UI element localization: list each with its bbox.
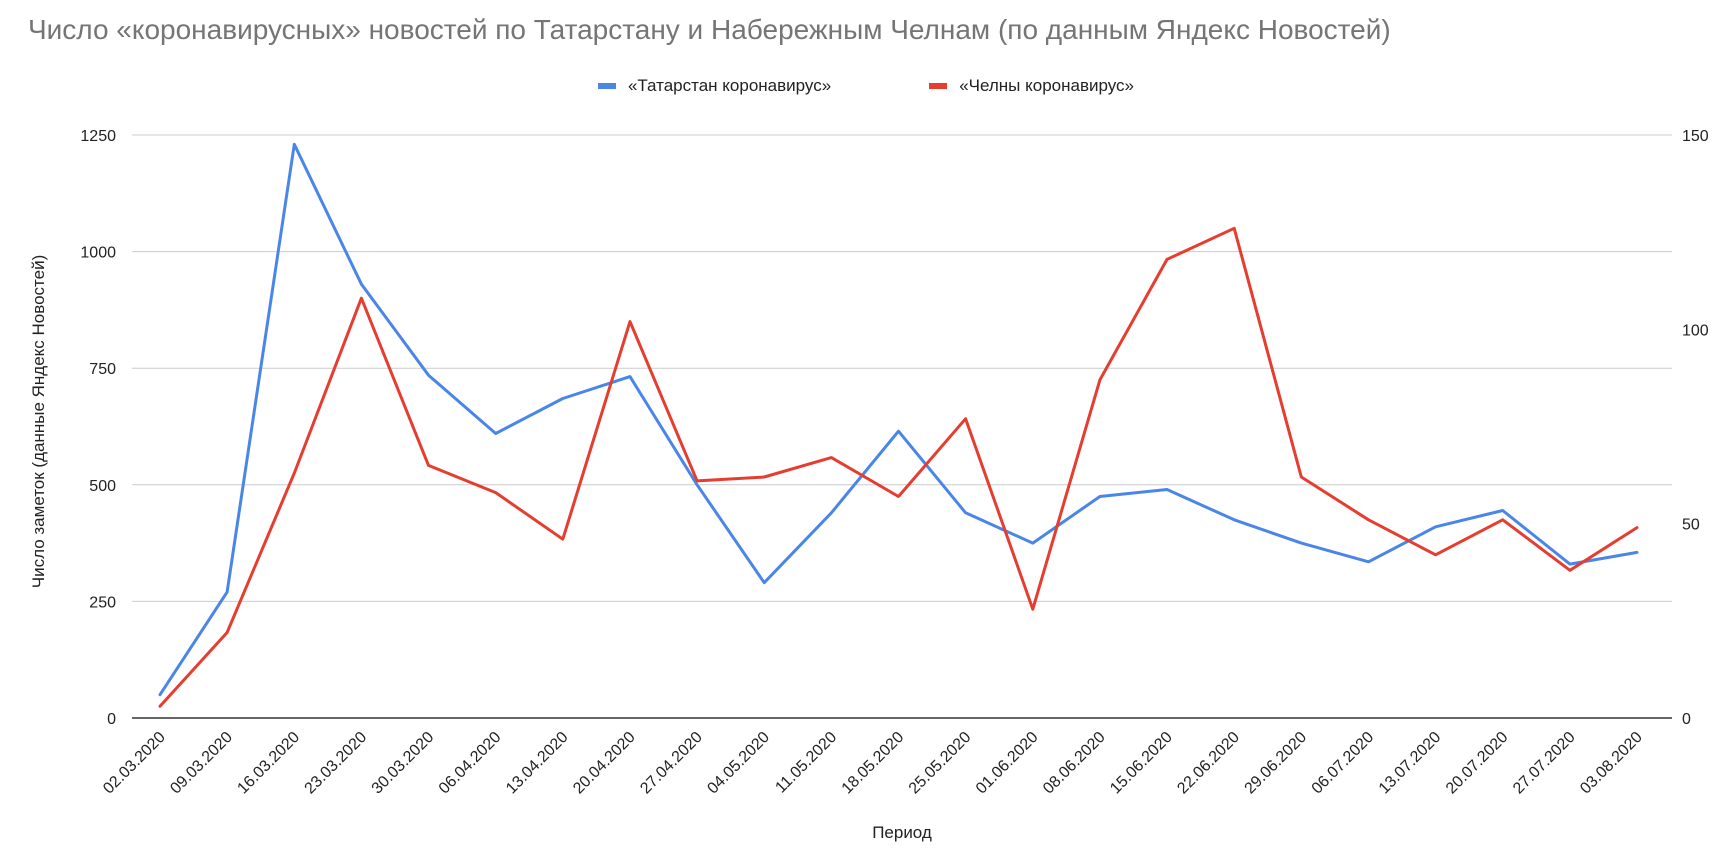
x-tick-label: 06.04.2020 — [436, 729, 505, 798]
x-tick-label: 30.03.2020 — [369, 729, 438, 798]
x-tick-label: 18.05.2020 — [839, 729, 908, 798]
chart-title: Число «коронавирусных» новостей по Татар… — [28, 14, 1391, 45]
x-tick-label: 11.05.2020 — [772, 729, 840, 797]
x-tick-label: 29.06.2020 — [1242, 729, 1311, 798]
x-tick-label: 08.06.2020 — [1040, 729, 1109, 798]
x-tick-label: 27.07.2020 — [1510, 729, 1579, 798]
legend-label-chelny: «Челны коронавирус» — [959, 76, 1135, 95]
x-tick-label: 02.03.2020 — [100, 729, 169, 798]
x-tick-label: 20.04.2020 — [570, 729, 639, 798]
x-tick-label: 15.06.2020 — [1107, 729, 1176, 798]
x-tick-label: 16.03.2020 — [234, 729, 303, 798]
right-tick-label: 0 — [1682, 711, 1691, 728]
x-tick-label: 03.08.2020 — [1577, 729, 1646, 798]
x-tick-label: 27.04.2020 — [637, 729, 706, 798]
left-tick-label: 500 — [89, 478, 116, 495]
legend-item-chelny[interactable]: «Челны коронавирус» — [859, 76, 1134, 96]
right-tick-label: 50 — [1682, 517, 1700, 534]
right-y-axis: 0 50 100 150 — [1682, 128, 1709, 728]
left-tick-label: 750 — [89, 361, 116, 378]
x-axis: 02.03.202009.03.202016.03.202023.03.2020… — [100, 729, 1646, 798]
legend-swatch-tatarstan — [597, 83, 616, 89]
x-tick-label: 25.05.2020 — [906, 729, 975, 798]
legend-item-tatarstan[interactable]: «Татарстан коронавирус» — [597, 76, 832, 96]
right-tick-label: 100 — [1682, 322, 1709, 339]
left-tick-label: 1250 — [80, 128, 116, 145]
series-lines — [158, 142, 1639, 708]
x-tick-label: 13.04.2020 — [503, 729, 572, 798]
x-tick-label: 06.07.2020 — [1309, 729, 1378, 798]
x-tick-label: 23.03.2020 — [302, 729, 371, 798]
left-y-axis: 0 250 500 750 1000 1250 — [80, 128, 116, 728]
x-tick-label: 22.06.2020 — [1174, 729, 1243, 798]
left-tick-label: 0 — [107, 711, 116, 728]
x-axis-title: Период — [872, 823, 932, 842]
x-tick-label: 13.07.2020 — [1376, 729, 1445, 798]
x-tick-label: 01.06.2020 — [973, 729, 1042, 798]
left-tick-label: 250 — [89, 594, 116, 611]
left-tick-label: 1000 — [80, 245, 116, 262]
x-tick-label: 04.05.2020 — [704, 729, 773, 798]
legend: «Татарстан коронавирус» «Челны коронавир… — [0, 76, 1732, 96]
right-tick-label: 150 — [1682, 128, 1709, 145]
legend-swatch-chelny — [929, 83, 948, 89]
x-tick-label: 09.03.2020 — [167, 729, 236, 798]
series-line-tatarstan — [158, 142, 1639, 697]
y-axis-title: Число заметок (данные Яндекс Новостей) — [29, 255, 48, 588]
gridlines — [132, 134, 1672, 719]
x-tick-label: 20.07.2020 — [1443, 729, 1512, 798]
legend-label-tatarstan: «Татарстан коронавирус» — [627, 76, 832, 95]
series-line-chelny — [158, 226, 1639, 708]
